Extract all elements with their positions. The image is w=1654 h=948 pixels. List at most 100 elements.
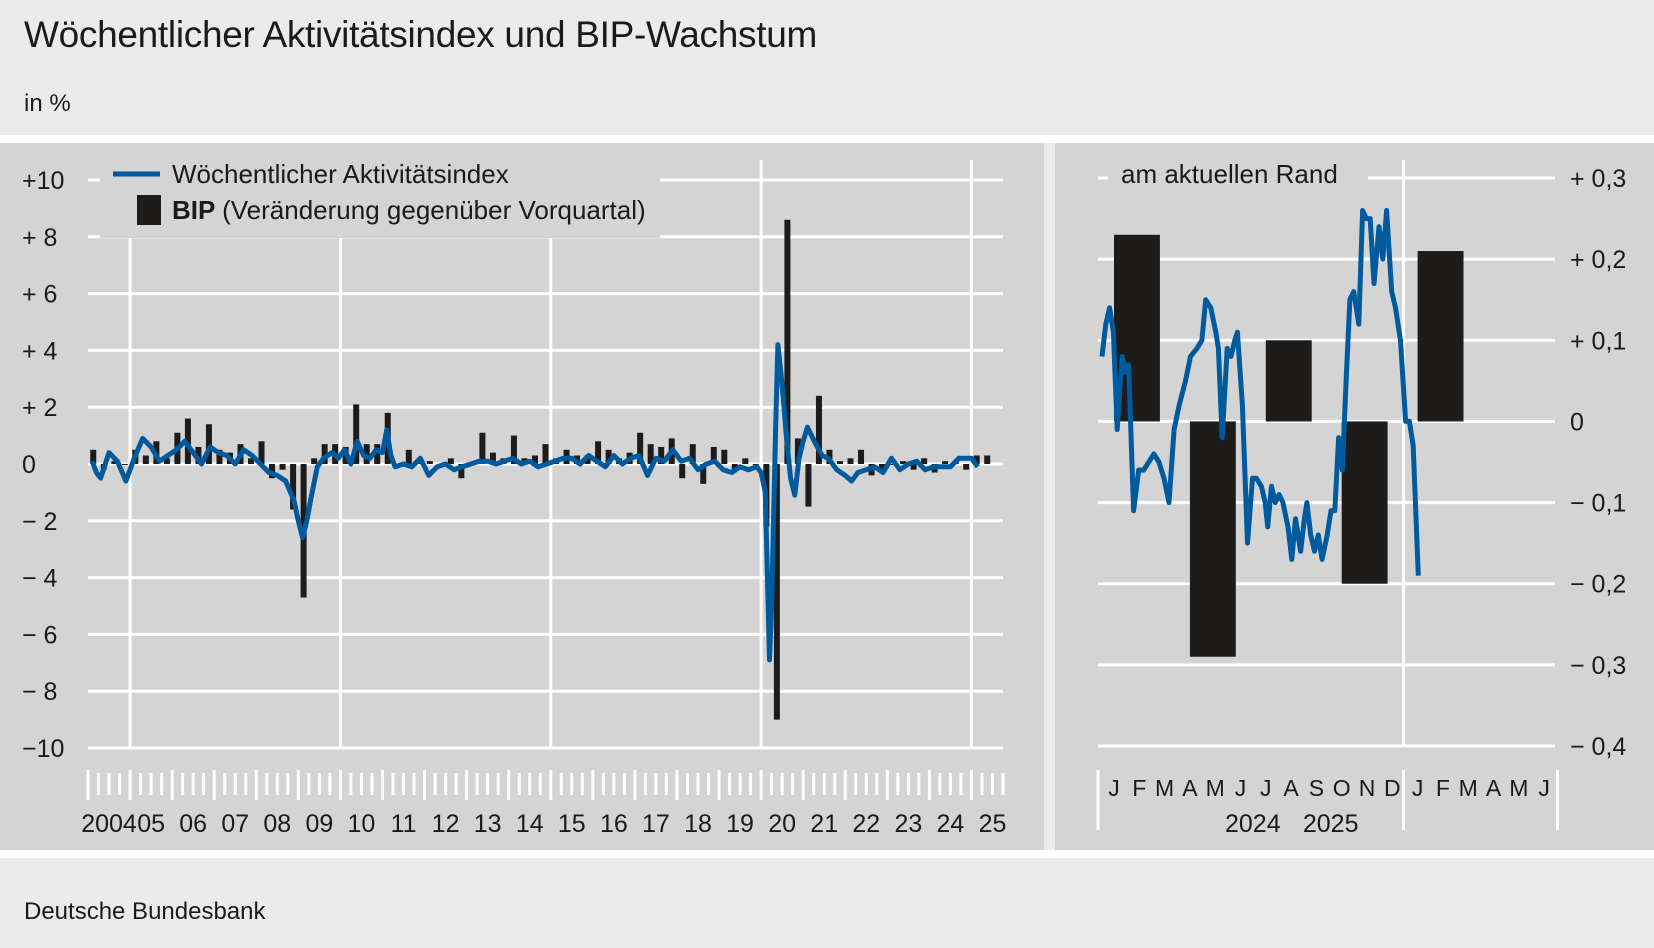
legend-label-gdp-desc: (Veränderung gegenüber Vorquartal): [222, 195, 646, 225]
gdp-bar: [195, 446, 202, 464]
gdp-bar: [1265, 340, 1312, 422]
gdp-bar: [815, 395, 822, 464]
gdp-bar: [531, 455, 538, 464]
y-tick-label: + 0,1: [1570, 327, 1626, 355]
gdp-bar: [752, 464, 759, 465]
gdp-bar: [353, 404, 360, 464]
x-tick-label: 07: [221, 810, 249, 838]
subtitle-background: [1108, 155, 1368, 195]
gdp-bar: [973, 455, 980, 464]
x-tick-label: 10: [348, 810, 376, 838]
gdp-bar: [205, 424, 212, 464]
gdp-bar: [121, 464, 128, 465]
x-tick-label: 21: [810, 810, 838, 838]
gdp-bar: [90, 449, 97, 464]
x-tick-label: 16: [600, 810, 628, 838]
month-label: A: [1182, 775, 1198, 801]
legend-label-gdp: BIP (Veränderung gegenüber Vorquartal): [172, 195, 646, 225]
gdp-bar: [311, 458, 318, 464]
month-label: J: [1235, 775, 1247, 801]
left-chart: +10 + 8 + 6 + 4 + 2 0 − 2 − 4 − 6 − 8 −10 Wöchentli…: [22, 150, 1006, 838]
unit-label: in %: [24, 90, 71, 118]
y-tick-label: − 8: [22, 678, 57, 706]
gdp-bar: [658, 446, 665, 464]
gdp-bar: [458, 464, 465, 479]
gdp-bar: [426, 461, 433, 464]
month-label: D: [1384, 775, 1401, 801]
activity-index-line: [1099, 208, 1421, 576]
y-tick-label: 0: [22, 451, 36, 479]
x-tick-label: 12: [432, 810, 460, 838]
gdp-bar: [542, 444, 549, 464]
x-tick-label: 14: [516, 810, 544, 838]
month-label: M: [1155, 775, 1174, 801]
month-label: J: [1260, 775, 1272, 801]
month-label: A: [1283, 775, 1299, 801]
gdp-bar: [900, 461, 907, 464]
activity-index-line: [89, 342, 980, 663]
gdp-bar: [489, 452, 496, 464]
x-tick-label: 08: [263, 810, 291, 838]
gdp-bar: [163, 458, 170, 464]
gdp-bar: [1341, 421, 1388, 584]
x-tick-label: 20: [768, 810, 796, 838]
month-label: J: [1412, 775, 1424, 801]
y-tick-label: −10: [22, 735, 64, 763]
gdp-bar: [773, 464, 780, 720]
month-label: M: [1509, 775, 1528, 801]
month-label: M: [1459, 775, 1478, 801]
gdp-bar: [374, 444, 381, 464]
gdp-bar: [721, 449, 728, 464]
gdp-bar: [700, 464, 707, 484]
gdp-bar: [710, 446, 717, 464]
x-tick-label: 23: [894, 810, 922, 838]
gdp-bar: [184, 418, 191, 464]
gdp-bar: [647, 444, 654, 464]
gdp-bar: [921, 458, 928, 464]
gdp-bar: [111, 461, 118, 464]
gdp-bar: [742, 458, 749, 464]
x-tick-label: 22: [852, 810, 880, 838]
gdp-bar: [794, 438, 801, 464]
y-tick-label: − 0,3: [1570, 652, 1626, 680]
y-tick-label: + 2: [22, 394, 57, 422]
y-tick-label: − 0,1: [1570, 490, 1626, 518]
y-tick-label: − 4: [22, 565, 58, 593]
right-chart: + 0,3 + 0,2 + 0,1 0 − 0,1 − 0,2 − 0,3 − 0,4 am a…: [1096, 155, 1626, 838]
gdp-bar: [510, 435, 517, 464]
y-tick-label: 0: [1570, 408, 1584, 436]
bottom-divider: [0, 850, 1654, 858]
x-tick-label: 11: [391, 810, 417, 838]
gdp-bar: [142, 455, 149, 464]
gdp-bar: [910, 464, 917, 470]
gdp-bar: [595, 441, 602, 464]
x-tick-label: 05: [137, 810, 165, 838]
month-label: F: [1436, 775, 1450, 801]
y-tick-label: +10: [22, 167, 64, 195]
x-year-label: 2025: [1303, 810, 1359, 838]
x-year-label: 2024: [1225, 810, 1281, 838]
source-label: Deutsche Bundesbank: [24, 898, 266, 925]
x-tick-label: 13: [474, 810, 502, 838]
gdp-bar: [605, 449, 612, 464]
gdp-bar: [689, 444, 696, 464]
legend-label-gdp-bold: BIP: [172, 195, 222, 225]
gdp-bar: [963, 464, 970, 470]
month-label: N: [1359, 775, 1376, 801]
x-tick-label: 06: [179, 810, 207, 838]
gdp-bar: [942, 461, 949, 464]
month-label: S: [1309, 775, 1324, 801]
gdp-bar: [731, 464, 738, 470]
y-tick-label: + 8: [22, 224, 57, 252]
gdp-bar: [216, 449, 223, 464]
month-label: M: [1206, 775, 1225, 801]
gdp-bar: [258, 441, 265, 464]
y-tick-label: + 4: [22, 337, 58, 365]
gdp-bar: [1189, 421, 1236, 657]
gdp-bar: [248, 458, 255, 464]
x-tick-label: 18: [684, 810, 712, 838]
y-tick-label: + 6: [22, 281, 57, 309]
month-label: F: [1132, 775, 1146, 801]
left-panel-background: [0, 143, 1044, 850]
